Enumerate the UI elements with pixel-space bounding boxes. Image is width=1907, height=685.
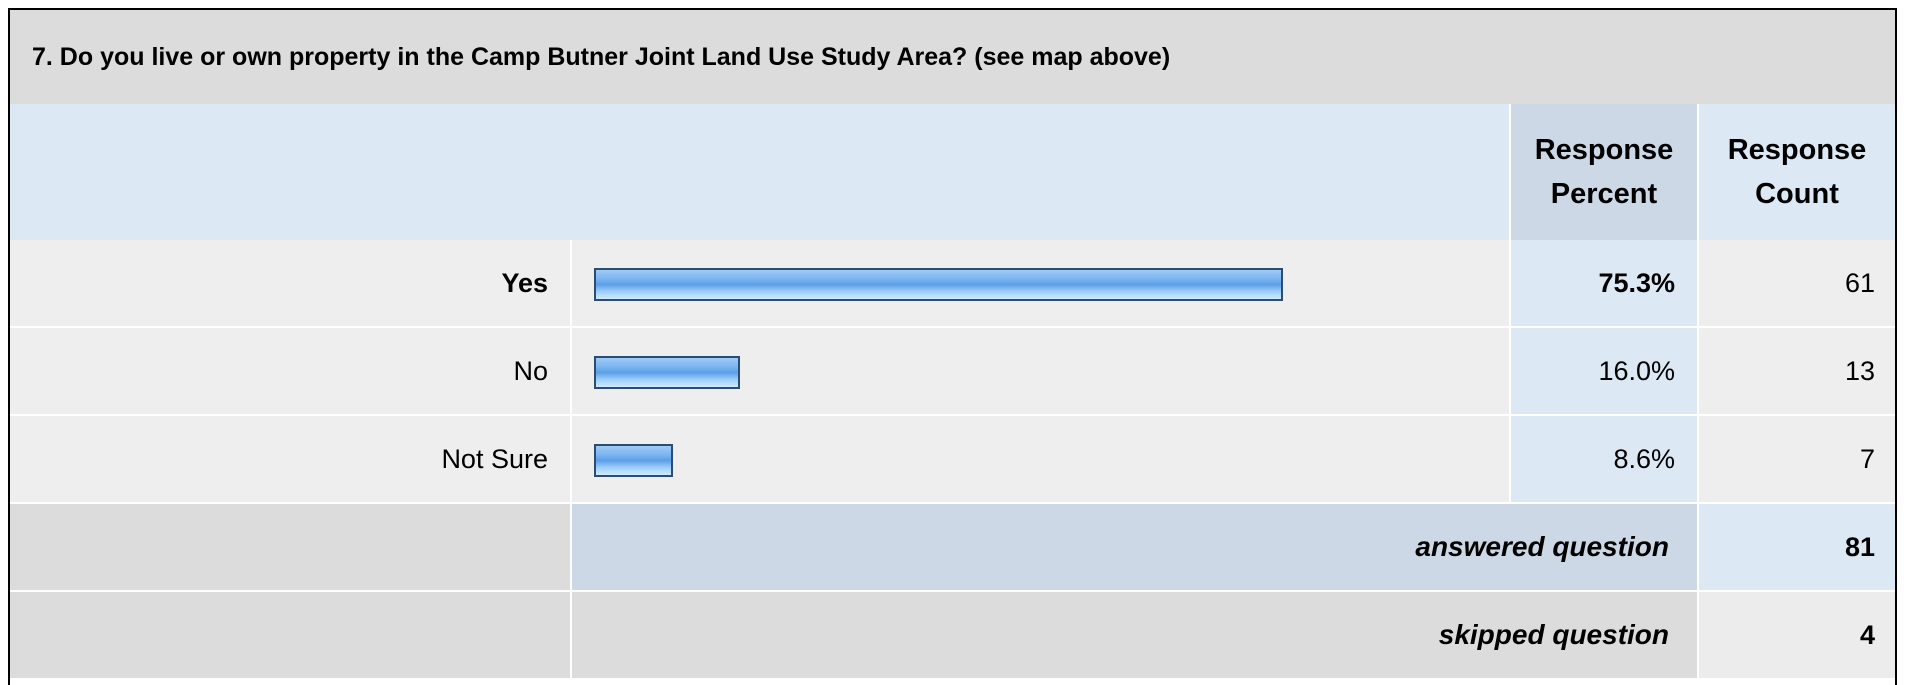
bar-yes (594, 268, 1283, 301)
answered-question-label: answered question (570, 504, 1697, 592)
response-count-header: Response Count (1697, 104, 1895, 240)
answer-label: No (10, 328, 570, 416)
answer-row-no: No 16.0% 13 (10, 328, 1895, 416)
bar-no (594, 356, 740, 389)
column-header-row: Response Percent Response Count (10, 104, 1895, 240)
header-blank (10, 104, 1509, 240)
skipped-question-row: skipped question 4 (10, 592, 1895, 680)
answered-question-row: answered question 81 (10, 504, 1895, 592)
answered-question-value: 81 (1697, 504, 1895, 592)
response-percent-header-line1: Response (1534, 134, 1674, 166)
response-percent-header: Response Percent (1509, 104, 1697, 240)
summary-blank (10, 592, 570, 680)
count-value: 13 (1697, 328, 1895, 416)
response-count-header-line1: Response (1727, 134, 1867, 166)
answer-row-yes: Yes 75.3% 61 (10, 240, 1895, 328)
percent-value: 8.6% (1509, 416, 1697, 504)
count-value: 7 (1697, 416, 1895, 504)
bar-not-sure (594, 444, 673, 477)
answer-row-not-sure: Not Sure 8.6% 7 (10, 416, 1895, 504)
bar-track (570, 416, 1509, 504)
survey-results-table: 7. Do you live or own property in the Ca… (8, 8, 1897, 685)
bar-track (570, 240, 1509, 328)
skipped-question-label: skipped question (570, 592, 1697, 680)
percent-value: 16.0% (1509, 328, 1697, 416)
answer-label: Yes (10, 240, 570, 328)
count-value: 61 (1697, 240, 1895, 328)
summary-blank (10, 504, 570, 592)
response-percent-header-line2: Percent (1550, 178, 1658, 210)
response-count-header-line2: Count (1755, 178, 1839, 210)
percent-value: 75.3% (1509, 240, 1697, 328)
question-title: 7. Do you live or own property in the Ca… (32, 43, 1171, 71)
answer-label: Not Sure (10, 416, 570, 504)
question-header: 7. Do you live or own property in the Ca… (10, 10, 1895, 104)
skipped-question-value: 4 (1697, 592, 1895, 680)
bar-track (570, 328, 1509, 416)
